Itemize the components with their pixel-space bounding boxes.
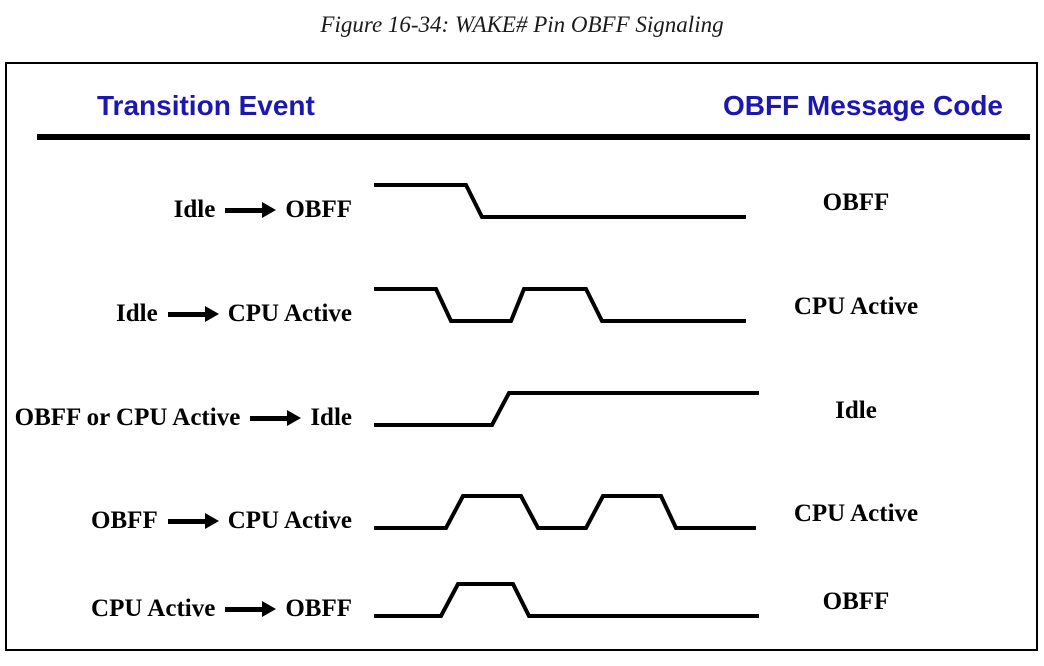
waveform-line [374,582,759,618]
event-from: CPU Active [91,595,216,622]
arrow-right-icon [225,207,264,213]
waveform-line [374,287,746,323]
arrow-right-icon [250,415,289,421]
table-row: Idle OBFF OBFF [7,171,1036,231]
event-to: Idle [310,404,352,431]
waveform-line [374,391,759,427]
waveform-line [374,494,756,530]
wake-pin-waveform [374,582,759,618]
event-from: Idle [116,300,158,327]
wake-pin-waveform [374,183,746,219]
obff-message-code-label: OBFF [822,189,890,216]
transition-event-label: CPU Active OBFF [12,579,352,639]
arrow-right-icon [225,606,264,612]
arrow-right-icon [167,518,206,524]
waveform-line [374,183,746,219]
figure-frame: Transition Event OBFF Message Code Idle … [5,62,1038,651]
wake-pin-waveform [374,287,746,323]
event-to: OBFF [285,595,352,622]
event-from: OBFF [91,507,158,534]
transition-event-label: OBFF CPU Active [12,491,352,551]
column-header-transition-event: Transition Event [97,90,315,121]
event-to: CPU Active [227,507,352,534]
event-from: Idle [173,196,216,223]
event-from: OBFF or CPU Active [14,404,241,431]
event-to: CPU Active [227,300,352,327]
table-row: CPU Active OBFF OBFF [7,570,1036,630]
figure-title: Figure 16-34: WAKE# Pin OBFF Signaling [320,12,724,37]
table-row: Idle CPU Active CPU Active [7,275,1036,335]
obff-message-code-label: CPU Active [793,293,919,320]
wake-pin-waveform [374,494,756,530]
wake-pin-waveform [374,391,759,427]
column-header-obff-message-code: OBFF Message Code [722,90,1003,121]
event-to: OBFF [285,196,352,223]
transition-event-label: Idle OBFF [12,180,352,240]
transition-event-label: Idle CPU Active [12,284,352,344]
transition-event-label: OBFF or CPU Active Idle [12,388,352,448]
obff-message-code-label: Idle [835,397,877,424]
table-row: OBFF CPU Active CPU Active [7,482,1036,542]
arrow-right-icon [167,311,206,317]
obff-message-code-label: OBFF [822,588,890,615]
header-rule [37,134,1030,140]
obff-message-code-label: CPU Active [793,500,919,527]
table-row: OBFF or CPU Active Idle Idle [7,379,1036,439]
